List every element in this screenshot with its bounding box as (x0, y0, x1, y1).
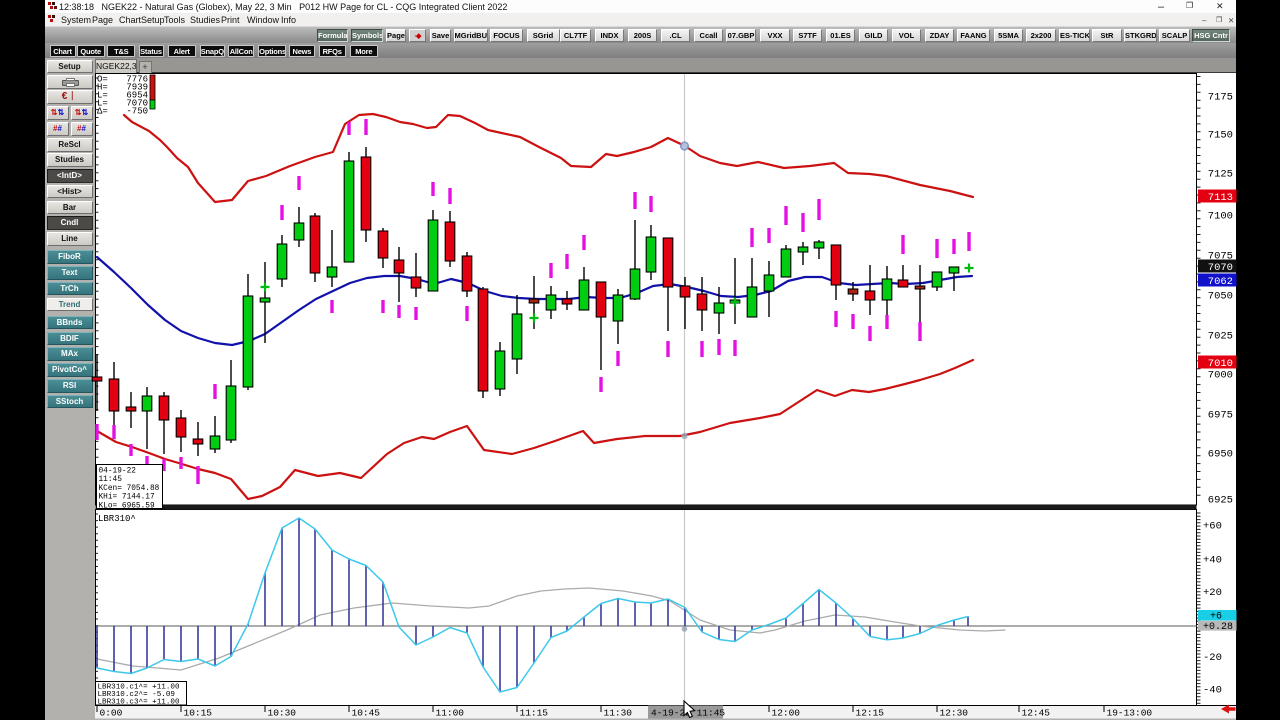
svg-text:Δ=: Δ= (97, 107, 108, 117)
svg-text:12:00: 12:00 (772, 708, 801, 719)
svg-text:LBR310.c2^= -5.09: LBR310.c2^= -5.09 (98, 690, 176, 699)
svg-text:7113: 7113 (1208, 192, 1233, 204)
svg-text:7939: 7939 (126, 83, 148, 93)
svg-text:6954: 6954 (126, 91, 148, 101)
svg-text:KHi= 7144.17: KHi= 7144.17 (99, 494, 155, 502)
svg-text:10:30: 10:30 (268, 708, 297, 719)
svg-text:L=: L= (97, 99, 108, 109)
svg-text:7070: 7070 (126, 99, 148, 109)
svg-text:KLo= 6965.59: KLo= 6965.59 (99, 502, 155, 510)
svg-text:10:15: 10:15 (184, 708, 213, 719)
svg-text:7100: 7100 (1208, 211, 1233, 223)
svg-text:LBR310^: LBR310^ (98, 514, 136, 524)
svg-text:0:00: 0:00 (100, 708, 123, 719)
svg-text:7010: 7010 (1208, 358, 1233, 370)
svg-text:11:30: 11:30 (604, 708, 633, 719)
svg-text:7070: 7070 (1208, 262, 1233, 274)
svg-text:11:00: 11:00 (436, 708, 465, 719)
svg-text:6950: 6950 (1208, 449, 1233, 461)
svg-text:7000: 7000 (1208, 370, 1233, 382)
svg-text:7050: 7050 (1208, 291, 1233, 303)
svg-text:10:45: 10:45 (352, 708, 381, 719)
svg-text:LBR310.c3^= +11.00: LBR310.c3^= +11.00 (98, 698, 180, 707)
svg-text:+6: +6 (1210, 612, 1222, 623)
svg-text:04-19-22: 04-19-22 (99, 468, 137, 476)
svg-text:12:30: 12:30 (940, 708, 969, 719)
svg-text:7776: 7776 (126, 75, 148, 85)
svg-text:KCen= 7054.88: KCen= 7054.88 (99, 485, 160, 493)
svg-text:-40: -40 (1203, 685, 1222, 697)
svg-text:L=: L= (97, 91, 108, 101)
svg-text:-20: -20 (1203, 652, 1222, 664)
svg-text:6975: 6975 (1208, 410, 1233, 422)
svg-text:LBR310.c1^= +11.00: LBR310.c1^= +11.00 (98, 683, 180, 692)
svg-text:12:15: 12:15 (856, 708, 885, 719)
svg-text:11:15: 11:15 (520, 708, 549, 719)
svg-text:19-13:00: 19-13:00 (1107, 708, 1153, 719)
svg-text:-750: -750 (126, 107, 148, 117)
svg-text:+20: +20 (1203, 587, 1222, 599)
svg-text:12:45: 12:45 (1022, 708, 1051, 719)
svg-text:6925: 6925 (1208, 495, 1233, 507)
svg-text:+0.28: +0.28 (1203, 622, 1233, 633)
svg-text:H=: H= (97, 83, 108, 93)
svg-text:O=: O= (97, 75, 108, 85)
svg-text:7025: 7025 (1208, 331, 1233, 343)
svg-text:+60: +60 (1203, 521, 1222, 533)
svg-text:7062: 7062 (1208, 276, 1233, 288)
svg-text:7150: 7150 (1208, 130, 1233, 142)
svg-text:+40: +40 (1203, 555, 1222, 567)
svg-text:7125: 7125 (1208, 169, 1233, 181)
svg-text:7175: 7175 (1208, 92, 1233, 104)
svg-text:11:45: 11:45 (99, 476, 123, 484)
